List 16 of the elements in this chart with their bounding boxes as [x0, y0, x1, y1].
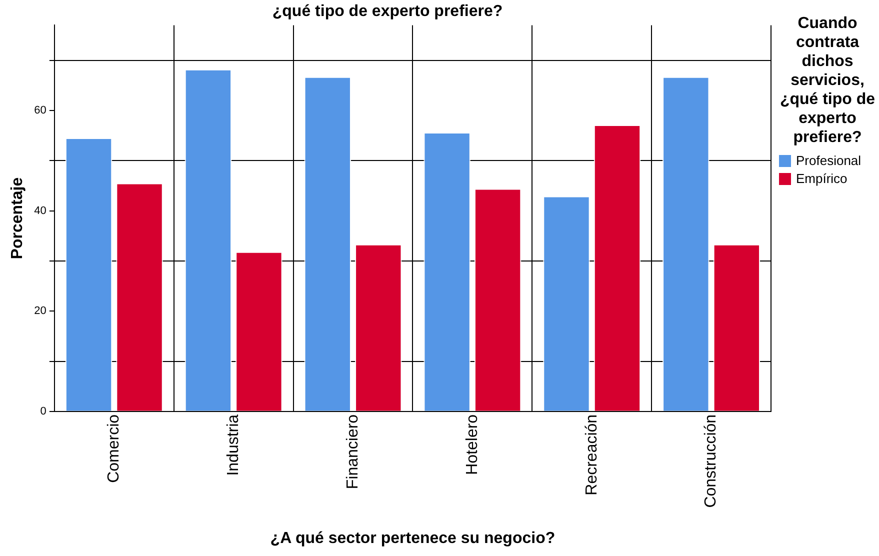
y-tick-label: 40: [34, 204, 46, 217]
legend-label: Profesional: [796, 153, 862, 168]
legend-label: Empírico: [796, 171, 848, 186]
y-tick-label: 20: [34, 305, 46, 318]
x-tick-label: Recreación: [583, 414, 600, 496]
x-tick-label: Construcción: [702, 414, 720, 508]
legend-title: Cuando contrata dichos servicios, ¿qué tipo de experto prefiere?: [778, 14, 876, 147]
x-tick-label: Industria: [224, 414, 242, 476]
x-tick-label: Financiero: [344, 414, 362, 490]
x-tick-label: Hotelero: [464, 414, 481, 475]
x-axis-title: ¿A qué sector pertenece su negocio?: [270, 530, 556, 547]
y-tick-label: 60: [34, 104, 46, 116]
y-axis-title: Porcentaje: [9, 177, 26, 260]
x-tick-label: Comercio: [106, 414, 123, 483]
y-tick-label: 0: [40, 405, 46, 418]
chart-title: ¿qué tipo de experto prefiere?: [272, 3, 503, 20]
